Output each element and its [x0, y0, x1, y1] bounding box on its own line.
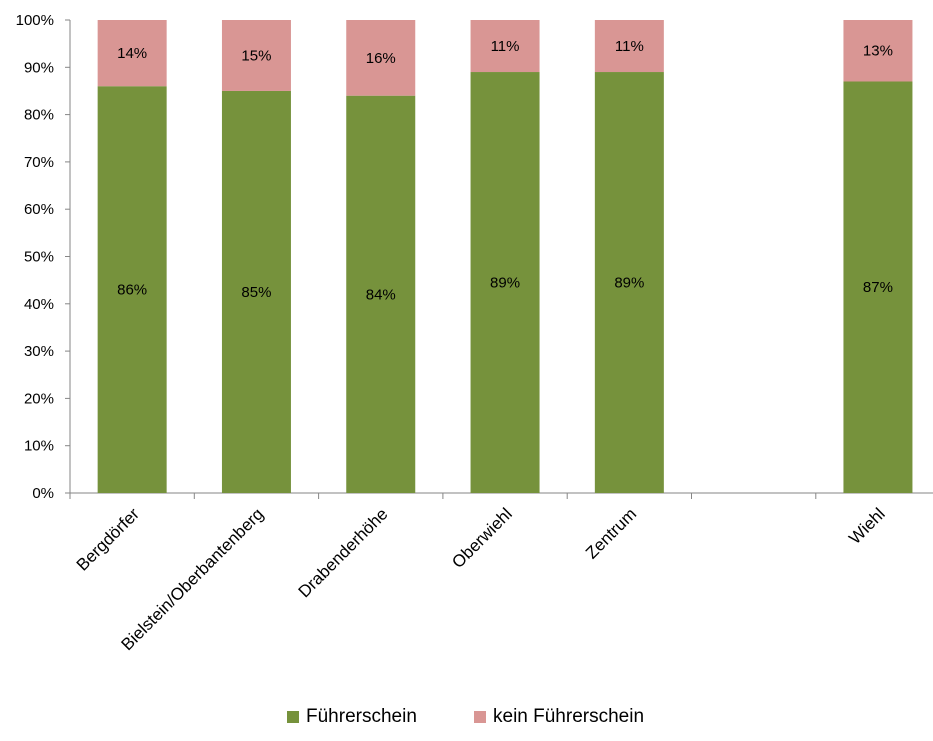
bar-segment-kein-fuehrerschein [346, 20, 416, 96]
bar-value-label: 85% [241, 284, 271, 301]
axes: 0% 10% 20% 30% 40% 50% 60% 70% 80% 90% 100% [16, 12, 933, 502]
x-tick-label: Zentrum [582, 504, 640, 562]
bars [97, 20, 913, 494]
bar-segment-kein-fuehrerschein [97, 20, 167, 87]
legend: Führerschein kein Führerschein [287, 706, 644, 727]
legend-swatch [287, 711, 299, 723]
y-tick-label: 100% [16, 12, 54, 29]
x-tick-label: Wiehl [845, 504, 888, 547]
bar-segment-kein-fuehrerschein [843, 20, 913, 82]
y-tick-label: 70% [24, 154, 54, 171]
bar-value-label: 11% [491, 38, 520, 55]
bar-segment-kein-fuehrerschein [470, 20, 540, 73]
data-labels: 86% 14% 85% 15% 84% 16% 89% 11% 89% 11% 87% 13% [117, 38, 893, 303]
bar-value-label: 14% [117, 45, 147, 62]
bar-segment-kein-fuehrerschein [594, 20, 664, 73]
x-tick-label: Oberwiehl [448, 504, 516, 572]
y-tick-label: 30% [24, 343, 54, 360]
y-tick-label: 10% [24, 438, 54, 455]
bar-segment-fuehrerschein [221, 90, 291, 493]
legend-label: Führerschein [306, 706, 417, 727]
bar-value-label: 86% [117, 282, 147, 299]
x-tick-label: Drabenderhöhe [295, 504, 392, 601]
bar-value-label: 15% [241, 47, 271, 64]
y-tick-label: 80% [24, 107, 54, 124]
legend-label: kein Führerschein [493, 706, 644, 727]
bar-segment-fuehrerschein [97, 86, 167, 493]
bar-segment-fuehrerschein [346, 95, 416, 494]
bar-value-label: 89% [614, 275, 644, 292]
y-tick-label: 50% [24, 249, 54, 266]
y-tick-label: 40% [24, 296, 54, 313]
y-tick-label: 0% [32, 485, 54, 502]
legend-swatch [474, 711, 486, 723]
bar-segment-fuehrerschein [470, 72, 540, 493]
x-tick-label: Bielstein/Oberbantenberg [118, 504, 268, 654]
bar-value-label: 13% [863, 43, 893, 60]
bar-value-label: 87% [863, 279, 893, 296]
bar-value-label: 16% [366, 50, 396, 67]
bar-value-label: 89% [490, 275, 520, 292]
bar-segment-kein-fuehrerschein [221, 20, 291, 91]
y-tick-label: 20% [24, 390, 54, 407]
bar-value-label: 84% [366, 286, 396, 303]
x-tick-label: Bergdörfer [73, 504, 143, 574]
bar-segment-fuehrerschein [843, 81, 913, 494]
bar-value-label: 11% [615, 38, 644, 55]
y-tick-label: 90% [24, 59, 54, 76]
bar-segment-fuehrerschein [594, 72, 664, 493]
y-tick-label: 60% [24, 201, 54, 218]
